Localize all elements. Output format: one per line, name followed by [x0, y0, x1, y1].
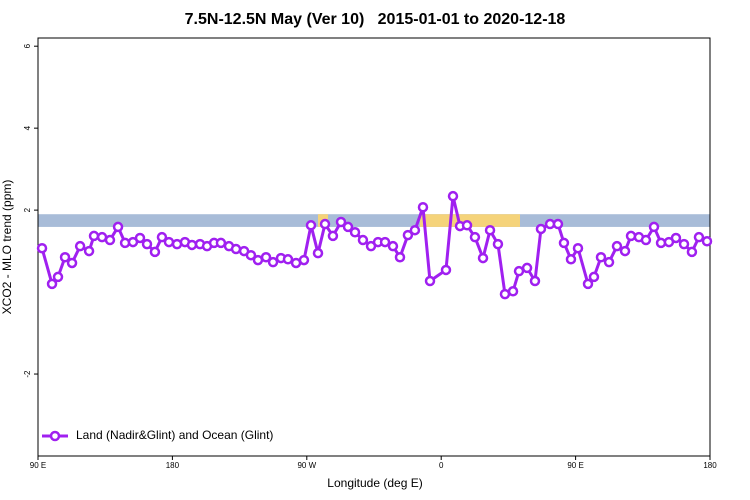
point — [319, 218, 331, 230]
y-tick-label: 6 — [23, 43, 32, 48]
point — [327, 230, 339, 242]
point — [558, 237, 570, 249]
point — [693, 231, 705, 243]
band — [38, 214, 710, 227]
point — [529, 275, 541, 287]
y-tick-label: 4 — [23, 125, 32, 130]
point — [447, 190, 459, 202]
point — [484, 224, 496, 236]
x-tick-label: 90 E — [30, 461, 46, 470]
point — [260, 251, 272, 263]
point — [619, 245, 631, 257]
point — [36, 242, 48, 254]
point — [424, 275, 436, 287]
point — [417, 201, 429, 213]
point — [357, 234, 369, 246]
chart-title: 7.5N-12.5N May (Ver 10) 2015-01-01 to 20… — [185, 11, 566, 28]
point — [513, 265, 525, 277]
point — [163, 236, 175, 248]
point — [66, 257, 78, 269]
y-tick-label: -2 — [23, 370, 32, 378]
x-tick-label: 90 E — [567, 461, 583, 470]
point — [149, 246, 161, 258]
point — [625, 230, 637, 242]
land-patch — [420, 214, 520, 227]
point — [104, 234, 116, 246]
point — [83, 245, 95, 257]
point — [678, 238, 690, 250]
point — [387, 240, 399, 252]
point — [701, 236, 713, 247]
point — [312, 247, 324, 259]
legend-label: Land (Nadir&Glint) and Ocean (Glint) — [76, 428, 273, 442]
y-tick-label: 2 — [23, 207, 32, 212]
point — [156, 231, 168, 243]
point — [535, 223, 547, 235]
point — [305, 220, 317, 231]
point — [134, 232, 146, 244]
point — [245, 249, 257, 261]
point — [686, 246, 698, 258]
x-tick-label: 180 — [166, 461, 180, 470]
x-tick-label: 180 — [703, 461, 717, 470]
point — [477, 252, 489, 264]
point — [349, 226, 361, 238]
point — [252, 254, 264, 266]
point — [588, 271, 600, 283]
point — [141, 238, 153, 250]
point — [469, 231, 481, 243]
x-axis-label: Longitude (deg E) — [327, 476, 422, 490]
point — [379, 236, 391, 248]
point — [603, 256, 615, 268]
point — [552, 218, 564, 230]
point — [282, 254, 294, 265]
x-tick-label: 90 W — [297, 461, 316, 470]
point — [595, 251, 607, 263]
point — [230, 243, 242, 255]
point — [507, 286, 519, 297]
point — [298, 254, 310, 266]
point — [409, 224, 421, 236]
point — [59, 251, 71, 263]
y-axis-label: XCO2 - MLO trend (ppm) — [0, 180, 14, 315]
point — [335, 216, 347, 228]
point — [648, 221, 660, 233]
point — [46, 278, 58, 290]
x-tick-label: 0 — [439, 461, 444, 470]
point — [440, 264, 452, 276]
point — [461, 220, 473, 231]
point — [640, 234, 652, 246]
point — [52, 271, 64, 283]
point — [112, 221, 124, 233]
point — [492, 238, 504, 250]
point — [611, 240, 623, 252]
point — [565, 254, 577, 265]
point — [521, 262, 533, 274]
point — [186, 239, 198, 251]
point — [402, 229, 414, 241]
legend-marker — [49, 430, 61, 442]
point — [88, 230, 100, 242]
point — [394, 251, 406, 263]
point — [342, 221, 354, 233]
point — [215, 237, 227, 249]
point — [499, 288, 511, 300]
point — [74, 240, 86, 252]
point — [267, 256, 279, 268]
point — [572, 242, 584, 254]
point — [582, 278, 594, 290]
point — [670, 232, 682, 244]
